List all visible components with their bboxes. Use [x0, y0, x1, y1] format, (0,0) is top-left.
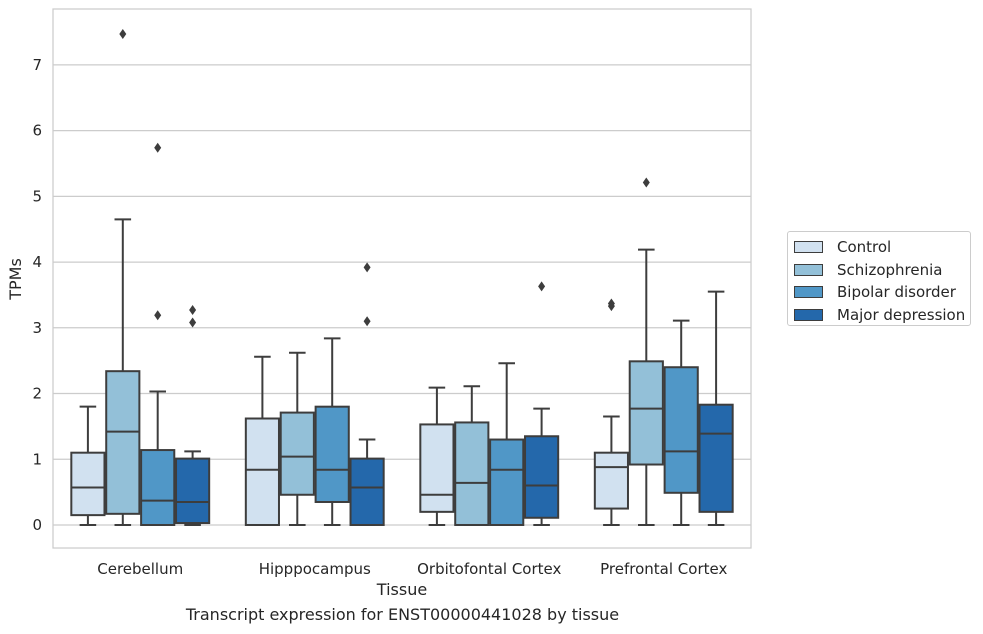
outlier-point [607, 298, 615, 309]
y-tick-label: 3 [32, 319, 42, 337]
y-tick-label: 7 [32, 56, 42, 74]
outlier-point [538, 281, 546, 292]
x-tick-label: Prefrontal Cortex [600, 560, 727, 578]
legend-swatch [794, 241, 823, 254]
outlier-point [363, 262, 371, 273]
outlier-point [189, 305, 197, 316]
chart-title: Transcript expression for ENST0000044102… [185, 605, 620, 624]
outlier-point [154, 142, 162, 153]
x-tick-label: Hipppocampus [259, 560, 371, 578]
box [314, 405, 350, 503]
legend-item: Major depression [792, 304, 970, 327]
y-tick-label: 1 [32, 450, 42, 468]
legend-item: Schizophrenia [792, 259, 970, 282]
box [279, 411, 315, 496]
box [489, 438, 525, 526]
box [175, 457, 211, 525]
y-tick-label: 2 [32, 385, 42, 403]
legend: Control Schizophrenia Bipolar disorder Majo… [787, 231, 971, 326]
box [419, 423, 455, 513]
y-tick-label: 4 [32, 253, 42, 271]
box [628, 360, 664, 466]
legend-swatch [794, 263, 823, 276]
x-axis-label: Tissue [376, 580, 427, 599]
box [454, 421, 490, 526]
box [593, 451, 629, 510]
legend-label: Control [837, 238, 892, 257]
legend-item: Control [792, 236, 970, 259]
plot-frame [52, 8, 752, 549]
box [349, 457, 385, 526]
legend-swatch [794, 286, 823, 299]
y-tick-label: 5 [32, 187, 42, 205]
outlier-point [363, 316, 371, 327]
box [663, 366, 699, 494]
y-tick-label: 6 [32, 122, 42, 140]
box [105, 370, 141, 515]
box [524, 435, 560, 519]
y-tick-label: 0 [32, 516, 42, 534]
x-tick-label: Orbitofontal Cortex [417, 560, 561, 578]
box [140, 449, 176, 526]
legend-swatch [794, 308, 823, 321]
box [70, 451, 106, 517]
legend-item: Bipolar disorder [792, 281, 970, 304]
y-tick-labels: 0 1 2 3 4 5 6 7 [32, 56, 42, 534]
legend-label: Major depression [837, 305, 966, 324]
outlier-point [189, 317, 197, 328]
outlier-point [119, 28, 127, 39]
box [698, 403, 734, 513]
outlier-point [642, 177, 650, 188]
x-tick-labels: Cerebellum Hipppocampus Orbitofontal Corte… [97, 560, 727, 578]
y-axis-label: TPMs [6, 258, 25, 301]
x-tick-label: Cerebellum [97, 560, 183, 578]
outlier-point [154, 310, 162, 321]
boxes [70, 28, 734, 526]
legend-label: Bipolar disorder [837, 283, 956, 302]
box [244, 417, 280, 526]
legend-label: Schizophrenia [837, 260, 943, 279]
